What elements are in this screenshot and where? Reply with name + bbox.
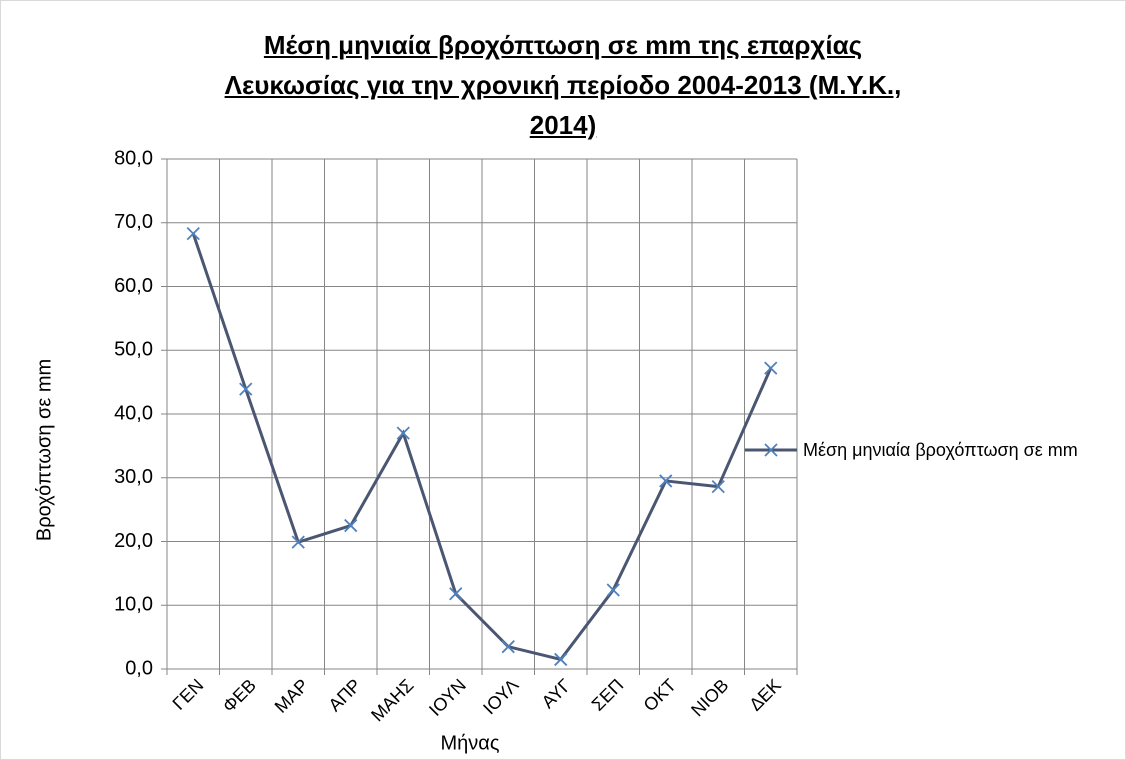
x-tick-label: ΔΕΚ bbox=[745, 675, 785, 715]
point-marker bbox=[344, 518, 358, 533]
y-tick-label: 70,0 bbox=[114, 211, 153, 233]
x-tick-label: ΜΑΡ bbox=[271, 675, 313, 717]
point-marker bbox=[396, 426, 410, 440]
chart-title: Λευκωσίας για την χρονική περίοδο 2004-2… bbox=[224, 70, 902, 100]
chart-title: Μέση μηνιαία βροχόπτωση σε mm της επαρχί… bbox=[263, 30, 863, 60]
x-tick-label: ΑΠΡ bbox=[325, 675, 365, 715]
series-line bbox=[191, 233, 773, 662]
y-tick-label: 40,0 bbox=[114, 402, 153, 424]
x-tick-label: ΦΕΒ bbox=[219, 675, 260, 716]
x-tick-label: ΜΑΗΣ bbox=[367, 675, 417, 725]
x-tick-label: ΣΕΠ bbox=[588, 675, 628, 715]
point-marker bbox=[606, 583, 620, 597]
x-tick-label: ΓΕΝ bbox=[169, 675, 208, 714]
chart-title: 2014) bbox=[529, 110, 597, 140]
point-marker bbox=[291, 535, 305, 549]
point-marker bbox=[764, 361, 778, 375]
point-marker bbox=[239, 382, 253, 396]
point-marker bbox=[449, 587, 463, 601]
y-tick-label: 50,0 bbox=[114, 339, 153, 361]
point-marker bbox=[186, 226, 200, 241]
y-tick-label: 30,0 bbox=[114, 466, 153, 488]
y-tick-label: 0,0 bbox=[125, 657, 153, 679]
point-marker bbox=[659, 474, 673, 488]
y-tick-label: 60,0 bbox=[114, 275, 153, 297]
legend-label: Μέση μηνιαία βροχόπτωση σε mm bbox=[803, 440, 1078, 460]
x-axis-title: Μήνας bbox=[441, 732, 500, 754]
legend-marker bbox=[764, 443, 778, 457]
x-tick-label: ΙΟΥΛ bbox=[479, 675, 522, 718]
y-tick-label: 80,0 bbox=[114, 147, 153, 169]
x-tick-label: ΑΥΓ bbox=[538, 675, 575, 712]
point-marker bbox=[711, 480, 725, 494]
y-tick-label: 20,0 bbox=[114, 530, 153, 552]
point-marker bbox=[501, 640, 515, 654]
x-tick-label: ΟΚΤ bbox=[640, 675, 680, 715]
point-marker bbox=[554, 652, 568, 667]
x-tick-label: ΙΟΥΝ bbox=[425, 675, 470, 720]
y-tick-label: 10,0 bbox=[114, 594, 153, 616]
y-axis-title: Βροχόπτωση σε mm bbox=[33, 359, 55, 541]
x-tick-label: ΝΙΟΒ bbox=[687, 675, 732, 720]
